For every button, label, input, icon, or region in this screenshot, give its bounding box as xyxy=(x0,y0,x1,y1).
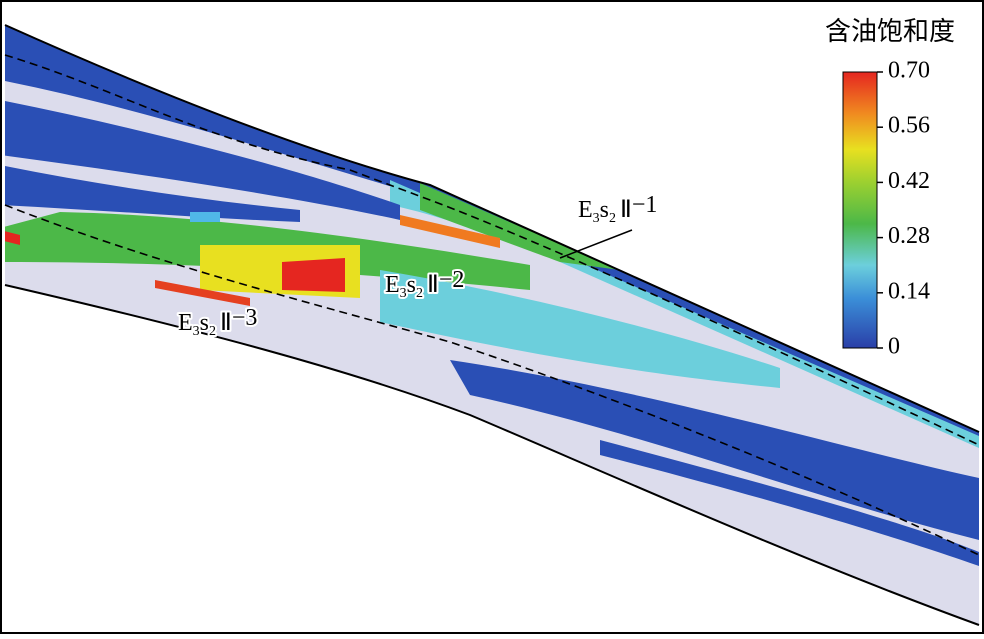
zone xyxy=(600,440,979,566)
tick-label: 0.28 xyxy=(888,223,930,249)
zone xyxy=(155,280,250,306)
layer-boundary xyxy=(4,54,980,446)
zone xyxy=(5,100,400,220)
colorbar-title: 含油饱和度 xyxy=(825,17,955,46)
label-part: s xyxy=(407,272,416,298)
subscript: 2 xyxy=(416,286,423,301)
label-part: Ⅱ xyxy=(427,272,439,298)
zone xyxy=(380,270,780,388)
boundary xyxy=(4,284,980,626)
zone xyxy=(282,258,345,292)
subscript: 2 xyxy=(609,211,616,226)
tick-label: 0.70 xyxy=(888,58,930,84)
zone xyxy=(400,215,500,248)
zone xyxy=(5,230,20,245)
colorbar-ticks: 0.70 0.56 0.42 0.28 0.14 0 xyxy=(877,58,930,360)
tick-label: 0 xyxy=(888,334,900,360)
layer-boundary xyxy=(4,204,980,556)
tick-label: 0.56 xyxy=(888,113,930,139)
tick-label: 0.14 xyxy=(888,278,930,304)
layer-label: E3s2 Ⅱ−2 xyxy=(385,267,464,301)
label-part: Ⅱ xyxy=(220,310,232,336)
label-part: E xyxy=(385,272,400,298)
label-part: E xyxy=(178,310,193,336)
subscript: 3 xyxy=(193,324,200,339)
zone xyxy=(190,212,220,222)
label-part: −1 xyxy=(632,192,658,218)
label-part: s xyxy=(600,197,609,223)
label-part: E xyxy=(578,197,593,223)
subscript: 3 xyxy=(400,286,407,301)
layer-label: E3s2 Ⅱ−1 xyxy=(578,192,657,226)
subscript: 3 xyxy=(593,211,600,226)
colorbar xyxy=(842,71,878,349)
leader-line xyxy=(559,229,633,259)
label-part: −2 xyxy=(439,267,465,293)
zone xyxy=(5,165,300,222)
label-part: s xyxy=(200,310,209,336)
layer-label: E3s2 Ⅱ−3 xyxy=(178,305,257,339)
label-part: −3 xyxy=(232,305,258,331)
boundary xyxy=(4,24,980,433)
subscript: 2 xyxy=(209,324,216,339)
label-part: Ⅱ xyxy=(620,197,632,223)
tick-label: 0.42 xyxy=(888,168,930,194)
